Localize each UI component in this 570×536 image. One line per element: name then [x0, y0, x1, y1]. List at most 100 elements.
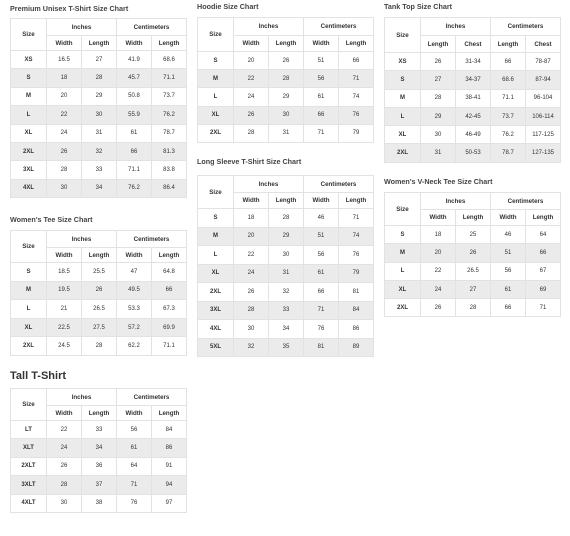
column-header: Width	[46, 247, 82, 263]
measurement-cell: 38	[81, 493, 117, 513]
table-row: S 18.5 25.5 47 64.8	[10, 262, 187, 282]
size-cell: M	[10, 280, 47, 301]
tall-chart-title: Tall T-Shirt	[10, 370, 67, 382]
measurement-cell: 42-45	[455, 106, 491, 127]
measurement-cell: 34	[268, 319, 304, 339]
measurement-cell: 26	[233, 105, 269, 125]
hoodie-chart-block: Hoodie Size Chart	[197, 2, 259, 11]
centimeters-header: Centimeters	[116, 18, 187, 36]
measurement-cell: 34	[81, 178, 117, 199]
measurement-cell: 67.3	[151, 299, 187, 319]
measurement-cell: 68.6	[490, 70, 526, 90]
measurement-cell: 71.1	[490, 88, 526, 108]
measurement-cell: 69	[525, 279, 561, 300]
womens-vneck-chart-title: Women's V-Neck Tee Size Chart	[384, 177, 493, 186]
tall-size-table: Size Inches Centimeters Width Length Width Len…	[10, 388, 187, 513]
size-cell: XL	[384, 279, 421, 300]
header-row: Size Inches Centimeters	[197, 17, 374, 52]
measurement-cell: 53.3	[116, 299, 152, 319]
measurement-cell: 49.5	[116, 280, 152, 301]
table-row: XL 24 31 61 79	[197, 263, 374, 283]
column-header: Length	[268, 35, 304, 52]
column-header: Width	[116, 405, 152, 421]
measurement-cell: 45.7	[116, 68, 152, 88]
measurement-cell: 18.5	[46, 262, 82, 282]
measurement-cell: 32	[81, 141, 117, 162]
table-row: 2XL 24.5 28 62.2 71.1	[10, 336, 187, 356]
table-row: 2XLT 26 36 64 91	[10, 456, 187, 477]
measurement-cell: 18	[46, 68, 82, 88]
measurement-cell: 20	[46, 86, 82, 107]
size-cell: XS	[10, 49, 47, 70]
table-row: L 21 26.5 53.3 67.3	[10, 299, 187, 319]
unisex-size-table: Size Inches Centimeters Width Length Width Len…	[10, 18, 187, 199]
measurement-cell: 76	[116, 493, 152, 513]
unisex-chart-title: Premium Unisex T-Shirt Size Chart	[10, 4, 129, 13]
measurement-cell: 81	[303, 337, 339, 357]
size-cell: M	[197, 69, 234, 89]
measurement-cell: 37	[81, 475, 117, 495]
table-row: XL 22.5 27.5 57.2 69.9	[10, 317, 187, 338]
column-header: Width	[303, 192, 339, 209]
size-cell: 3XL	[197, 300, 234, 320]
measurement-cell: 21	[46, 299, 82, 319]
column-header: Width	[303, 35, 339, 52]
tank-top-size-table: Size Inches Centimeters Length Chest Length Ch…	[384, 17, 561, 163]
measurement-cell: 29	[268, 87, 304, 107]
measurement-cell: 66	[116, 141, 152, 162]
measurement-cell: 71.1	[151, 336, 187, 356]
centimeters-header: Centimeters	[490, 17, 561, 36]
size-cell: 5XL	[197, 337, 234, 357]
measurement-cell: 76.2	[116, 178, 152, 199]
header-row: Size Inches Centimeters	[384, 192, 561, 226]
measurement-cell: 22	[46, 105, 82, 125]
size-cell: S	[197, 208, 234, 228]
measurement-cell: 30	[268, 105, 304, 125]
table-row: XL 24 27 61 69	[384, 279, 561, 300]
unisex-chart-block: Premium Unisex T-Shirt Size Chart	[10, 4, 128, 13]
measurement-cell: 33	[268, 300, 304, 320]
measurement-cell: 57.2	[116, 317, 152, 338]
measurement-cell: 30	[46, 493, 82, 513]
table-row: 4XL 30 34 76 86	[197, 319, 374, 339]
size-cell: S	[10, 68, 47, 88]
inches-header: Inches	[46, 230, 117, 248]
measurement-cell: 56	[303, 245, 339, 265]
measurement-cell: 26	[268, 50, 304, 71]
size-cell: 2XL	[10, 141, 47, 162]
size-cell: XL	[384, 125, 421, 145]
size-cell: 4XL	[197, 319, 234, 339]
table-row: L 22 26.5 56 67	[384, 261, 561, 281]
table-row: M 20 26 51 66	[384, 243, 561, 263]
measurement-cell: 83.8	[151, 160, 187, 180]
measurement-cell: 24	[46, 123, 82, 143]
womens-vneck-chart-block: Women's V-Neck Tee Size Chart	[384, 177, 493, 186]
size-cell: S	[384, 224, 421, 245]
measurement-cell: 22	[233, 245, 269, 265]
measurement-cell: 24	[233, 87, 269, 107]
size-cell: LT	[10, 419, 47, 440]
measurement-cell: 71	[338, 208, 374, 228]
subheader-row: Width Length Width Length	[11, 405, 187, 421]
womens-tee-size-table: Size Inches Centimeters Width Length Width Len…	[10, 230, 187, 356]
measurement-cell: 27	[455, 279, 491, 300]
table-row: LT 22 33 56 84	[10, 419, 187, 440]
measurement-cell: 71	[338, 69, 374, 89]
column-header: Length	[455, 209, 491, 226]
measurement-cell: 64	[525, 224, 561, 245]
measurement-cell: 81	[338, 282, 374, 302]
table-row: S 27 34-37 68.6 87-94	[384, 70, 561, 90]
size-cell: L	[384, 106, 421, 127]
size-cell: XL	[197, 263, 234, 283]
table-row: S 18 28 46 71	[197, 208, 374, 228]
measurement-cell: 79	[338, 123, 374, 143]
measurement-cell: 71	[116, 475, 152, 495]
size-cell: M	[197, 226, 234, 246]
measurement-cell: 26	[46, 141, 82, 162]
size-cell: XL	[197, 105, 234, 125]
size-cell: 4XL	[10, 178, 47, 199]
table-row: 2XL 31 50-53 78.7 127-135	[384, 143, 561, 163]
tall-chart-block: Tall T-Shirt	[10, 370, 66, 383]
size-cell: XL	[10, 317, 47, 338]
measurement-cell: 117-125	[525, 125, 561, 145]
